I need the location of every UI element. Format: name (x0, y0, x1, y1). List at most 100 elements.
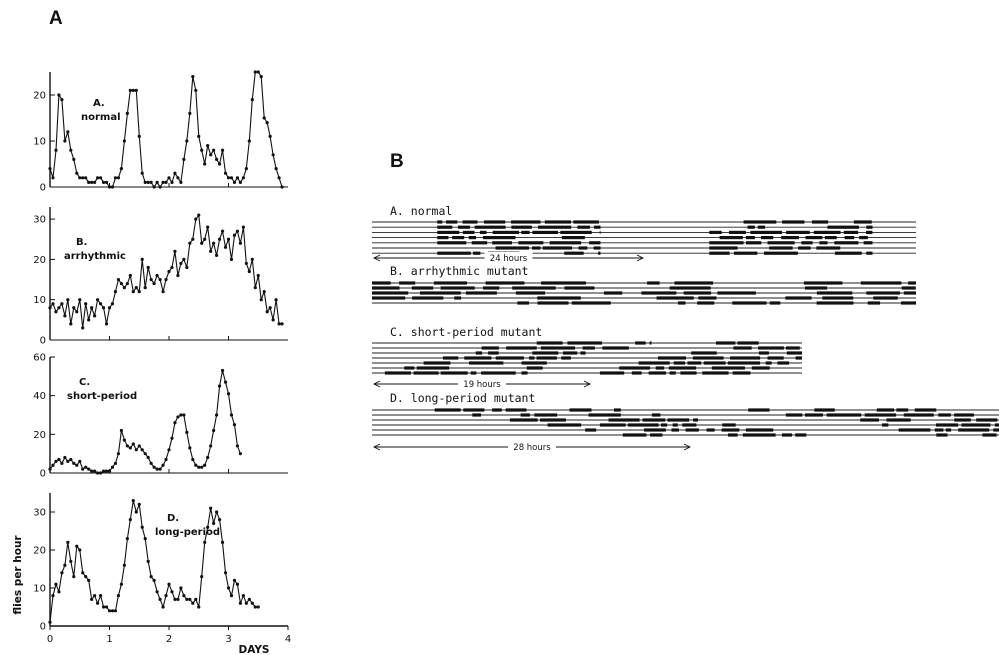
chart-1-point-35 (152, 281, 156, 286)
actogram-row-2-arrow-head-left (372, 380, 381, 388)
actogram-row-0-line-2-bout-0 (437, 230, 460, 234)
chart-2-point-11 (81, 467, 85, 471)
actogram-row-3-line-1-bout-0 (472, 413, 482, 417)
chart-1-point-15 (93, 314, 97, 318)
actogram-row-3-line-4-bout-7 (898, 428, 931, 432)
chart-1-point-8 (72, 306, 76, 310)
chart-1-series-line (49, 213, 282, 328)
actogram-row-2-line-1-bout-1 (506, 346, 537, 350)
actogram-row-0-line-4-bout-7 (746, 241, 762, 245)
actogram-row-3-line-5-bout-7 (982, 433, 997, 437)
actogram-row-1-line-4-bout-8 (867, 301, 881, 305)
actogram-row-3-line-1-bout-9 (903, 413, 934, 417)
actogram-row-0-line-0-bout-7 (743, 220, 777, 224)
chart-0-point-24 (119, 167, 123, 171)
actogram-row-2-line-5-bout-3 (619, 366, 651, 370)
actogram-row-0-line-4-bout-11 (834, 241, 859, 245)
actogram-row-2-line-3-bout-6 (657, 356, 687, 360)
chart-2-point-29 (134, 448, 138, 452)
chart-0-point-58 (220, 148, 225, 152)
chart-0-ytick-label-2: 20 (33, 91, 46, 102)
chart-2-point-10 (78, 459, 82, 463)
chart-3-xtick-label-1: 1 (106, 634, 112, 645)
chart-1-point-61 (229, 257, 234, 261)
chart-3-point-46 (185, 597, 189, 602)
chart-1-point-53 (206, 225, 210, 229)
chart-1-point-42 (173, 249, 177, 253)
chart-1-point-58 (220, 229, 225, 233)
chart-2-point-20 (107, 469, 112, 473)
chart-3-point-32 (143, 537, 147, 541)
chart-0-point-69 (253, 70, 257, 74)
actogram-row-0-arrow-label: 24 hours (490, 254, 528, 264)
actogram-row-3-line-0-bout-0 (434, 408, 461, 412)
chart-2-point-27 (128, 446, 132, 450)
actogram-row-0-line-0-bout-6 (573, 220, 599, 224)
actogram-row-1-line-1-bout-3 (483, 286, 500, 290)
chart-0-point-19 (104, 180, 109, 184)
actogram-row-3-line-4-bout-8 (934, 428, 944, 432)
chart-2-point-17 (98, 471, 103, 475)
chart-1-point-16 (96, 298, 100, 302)
chart-1-point-12 (84, 302, 88, 306)
actogram-row-1-line-3-bout-3 (537, 296, 581, 300)
actogram-row-0-line-5-bout-0 (495, 246, 529, 250)
chart-1-point-6 (66, 298, 70, 302)
chart-0-point-70 (256, 70, 260, 74)
chart-1-point-31 (140, 257, 144, 261)
chart-2-point-42 (173, 421, 177, 425)
actogram-row-0-line-6-bout-7 (763, 251, 798, 255)
actogram-row-0-line-2-bout-6 (560, 230, 592, 234)
actogram-row-1-line-3-bout-6 (785, 296, 812, 300)
chart-2-point-40 (167, 448, 171, 452)
chart-1-point-71 (259, 298, 263, 302)
chart-0-point-63 (235, 176, 240, 180)
chart-3-point-51 (200, 575, 204, 579)
chart-2-point-24 (119, 428, 123, 433)
actogram-row-1-line-2-bout-2 (465, 291, 497, 295)
chart-2-point-44 (179, 413, 183, 417)
chart-2-point-25 (122, 438, 126, 442)
chart-1-point-50 (197, 213, 201, 217)
chart-2-point-22 (113, 461, 118, 465)
actogram-row-1-line-3-bout-8 (873, 296, 898, 300)
chart-3-point-14 (90, 597, 94, 602)
actogram-row-3-line-1-bout-2 (534, 413, 558, 417)
chart-2-point-38 (161, 463, 165, 467)
chart-3-ytick-label-1: 10 (33, 584, 46, 595)
chart-1-point-24 (119, 281, 123, 286)
chart-0-point-61 (229, 176, 234, 180)
actogram-row-2-line-5-bout-2 (526, 366, 543, 370)
actogram-row-1-line-2-bout-10 (903, 291, 917, 295)
chart-3-point-25 (122, 563, 126, 567)
actogram-row-1-line-0-bout-0 (372, 281, 391, 285)
chart-0-point-30 (137, 134, 141, 138)
chart-0-point-2 (54, 148, 58, 152)
actogram-row-0-line-0-bout-8 (782, 220, 805, 224)
actogram-row-0-line-5-bout-6 (769, 246, 793, 250)
chart-3-point-33 (146, 559, 150, 564)
actogram-row-0-arrow-head-left (372, 254, 381, 262)
actogram-row-3-line-4-bout-1 (644, 428, 666, 432)
chart-1-point-55 (212, 241, 216, 245)
chart-0-point-23 (116, 176, 121, 180)
actogram-row-0-label: A. normal (390, 204, 452, 218)
chart-0-point-14 (90, 180, 94, 184)
chart-1-point-72 (262, 290, 266, 294)
actogram-row-3-line-5-bout-3 (742, 433, 776, 437)
chart-2-point-18 (101, 469, 106, 473)
chart-0-title-letter: A. (93, 98, 105, 109)
actogram-row-2-line-4-bout-8 (765, 361, 772, 365)
actogram-row-0-line-0-bout-4 (511, 220, 541, 224)
actogram-row-3-line-4-bout-0 (585, 428, 597, 432)
chart-3-point-67 (247, 597, 251, 602)
actogram-row-1-line-3-bout-1 (412, 296, 444, 300)
actogram-row-0-line-1-bout-9 (827, 225, 859, 229)
chart-1-point-13 (87, 318, 91, 322)
actogram-row-2-line-3-bout-5 (561, 356, 571, 360)
actogram-row-1-line-1-bout-1 (411, 286, 434, 290)
actogram-row-3-line-0-bout-6 (748, 408, 770, 412)
chart-0-point-7 (69, 148, 73, 152)
chart-1-point-49 (194, 217, 198, 221)
chart-0-point-75 (271, 153, 275, 157)
